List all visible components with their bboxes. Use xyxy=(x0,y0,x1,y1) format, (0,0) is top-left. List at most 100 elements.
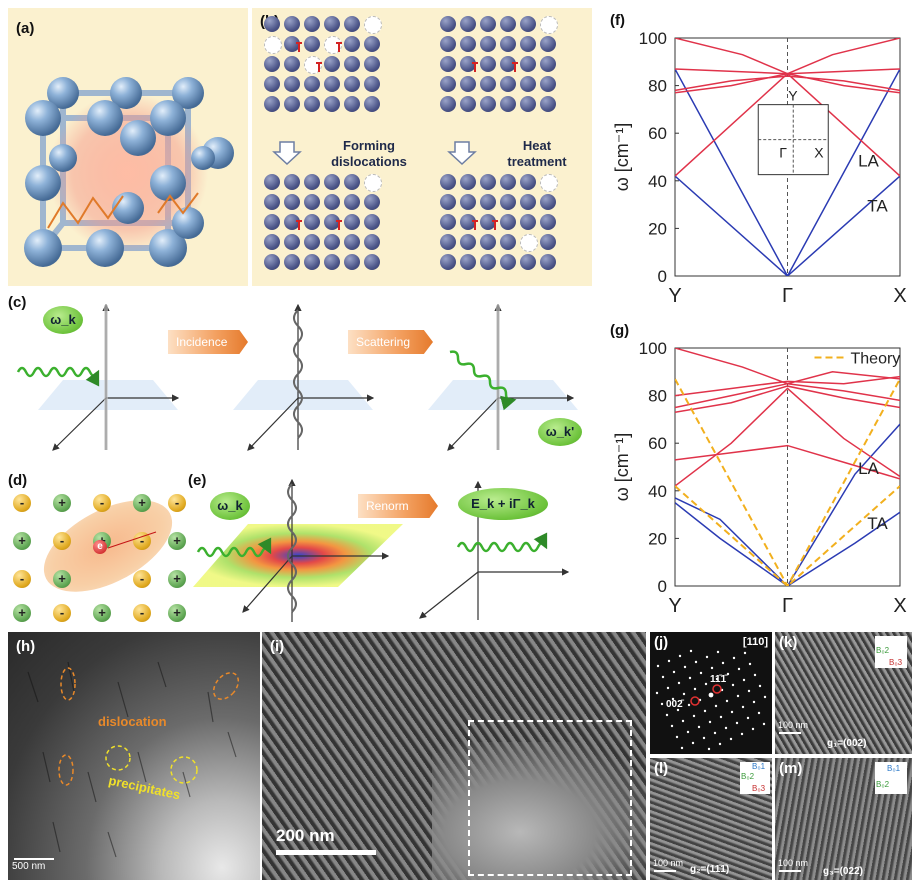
lattice-atom xyxy=(460,234,476,250)
spot-111-label: 11̄1̄ xyxy=(710,674,727,685)
lattice-atom xyxy=(500,56,516,72)
lattice-atom xyxy=(480,16,496,32)
dislocation-marker xyxy=(296,220,302,230)
lattice-atom xyxy=(540,56,556,72)
y-tick-label: 40 xyxy=(648,172,667,191)
ta-annotation: TA xyxy=(867,514,888,533)
lattice-atom xyxy=(304,76,320,92)
diffraction-spot xyxy=(656,664,660,668)
diffraction-spot xyxy=(746,716,750,720)
lattice-atom xyxy=(284,76,300,92)
y-tick-label: 20 xyxy=(648,529,667,548)
diffraction-spot xyxy=(743,651,747,655)
scalebar-i xyxy=(276,850,376,855)
inset-label-gamma: Γ xyxy=(779,145,787,161)
tem-texture xyxy=(27,661,237,858)
lattice-atom xyxy=(520,36,536,52)
lattice-atom xyxy=(344,234,360,250)
positive-ion: + xyxy=(93,604,111,622)
lattice-atom xyxy=(284,234,300,250)
negative-ion: - xyxy=(53,604,71,622)
phonon-dispersion-chart-f: 0 20 40 60 80 100 Y Γ Xω [cm⁻¹] Y Γ X LA TA xyxy=(612,29,907,307)
lattice-atom xyxy=(520,254,536,270)
y-tick-label: 100 xyxy=(639,339,667,358)
scattering-arrow: Scattering xyxy=(348,330,433,354)
forming-dislocations-label: Forming dislocations xyxy=(314,138,424,170)
y-tick-label: 0 xyxy=(658,267,667,286)
lattice-atom xyxy=(520,96,536,112)
negative-ion: - xyxy=(93,494,111,512)
diffraction-spot xyxy=(726,672,730,676)
lattice-atom xyxy=(440,56,456,72)
vacancy xyxy=(520,234,538,252)
burgers-legend-l: B₀1 B₀2 B₀3 xyxy=(740,762,770,794)
x-tick-label: X xyxy=(893,595,906,617)
dislocation-marker xyxy=(492,220,498,230)
lattice-atom xyxy=(440,36,456,52)
diffraction-spot xyxy=(689,649,693,653)
y-axis-label: ω [cm⁻¹] xyxy=(612,433,632,502)
b2-label: B₀2 xyxy=(741,772,755,781)
lattice-atom xyxy=(500,76,516,92)
panel-label-g: (g) xyxy=(610,322,630,339)
diffraction-spot xyxy=(688,676,692,680)
burgers-legend-m: B₀1 B₀2 xyxy=(875,762,907,794)
y-tick-label: 20 xyxy=(648,219,667,238)
g-vector-k: g₁=(002) xyxy=(827,738,867,749)
y-tick-label: 0 xyxy=(658,577,667,596)
lattice-atom xyxy=(500,254,516,270)
diffraction-spot xyxy=(737,667,741,671)
diffraction-spot xyxy=(751,727,755,731)
lattice-atom xyxy=(324,254,340,270)
lattice-atom xyxy=(264,254,280,270)
dispersion-branch-acoustic xyxy=(675,423,900,586)
lattice-atom xyxy=(264,16,280,32)
diffraction-spot xyxy=(672,670,676,674)
diffraction-spot xyxy=(725,699,729,703)
diffraction-spot xyxy=(757,711,761,715)
lattice-atom xyxy=(284,214,300,230)
zone-axis-label: [110] xyxy=(742,636,768,648)
lattice-atom xyxy=(480,254,496,270)
diffraction-spot xyxy=(678,654,682,658)
diffraction-spot xyxy=(702,736,706,740)
lattice-atom xyxy=(324,214,340,230)
dislocation-marker xyxy=(316,62,322,72)
diffraction-spot xyxy=(655,691,659,695)
lattice-atom xyxy=(460,174,476,190)
lattice-atom xyxy=(364,254,380,270)
scalebar-k-label: 100 nm xyxy=(778,720,809,730)
positive-ion: + xyxy=(13,532,31,550)
diffraction-spot xyxy=(716,650,720,654)
diffraction-spot xyxy=(713,731,717,735)
panel-label-h: (h) xyxy=(16,638,36,655)
lattice-atom xyxy=(364,76,380,92)
diffraction-spot xyxy=(661,675,665,679)
negative-ion: - xyxy=(168,494,186,512)
lattice-atom xyxy=(264,194,280,210)
diffraction-spot xyxy=(708,720,712,724)
lattice-atom xyxy=(460,36,476,52)
diffraction-spot xyxy=(682,692,686,696)
lattice-atom xyxy=(304,96,320,112)
diffraction-spot xyxy=(715,677,719,681)
lattice-atom xyxy=(304,16,320,32)
lattice-atom xyxy=(480,96,496,112)
lattice-atom xyxy=(264,214,280,230)
lattice-atom xyxy=(284,194,300,210)
forming-label-line2: dislocations xyxy=(331,154,407,169)
dispersion-branch-optical xyxy=(675,348,900,385)
lattice-atom xyxy=(500,194,516,210)
lattice-atom xyxy=(480,194,496,210)
diffraction-spots xyxy=(655,649,767,751)
positive-ion: + xyxy=(133,494,151,512)
lattice-atom xyxy=(264,234,280,250)
diffraction-spot xyxy=(686,730,690,734)
lattice-atom xyxy=(324,174,340,190)
lattice-atom xyxy=(460,194,476,210)
omega-k-prime-bubble: ω_k' xyxy=(538,418,582,446)
b1-label: B₀1 xyxy=(752,762,766,771)
lattice-atom xyxy=(324,56,340,72)
lattice-atom xyxy=(520,16,536,32)
lattice-atom xyxy=(520,194,536,210)
